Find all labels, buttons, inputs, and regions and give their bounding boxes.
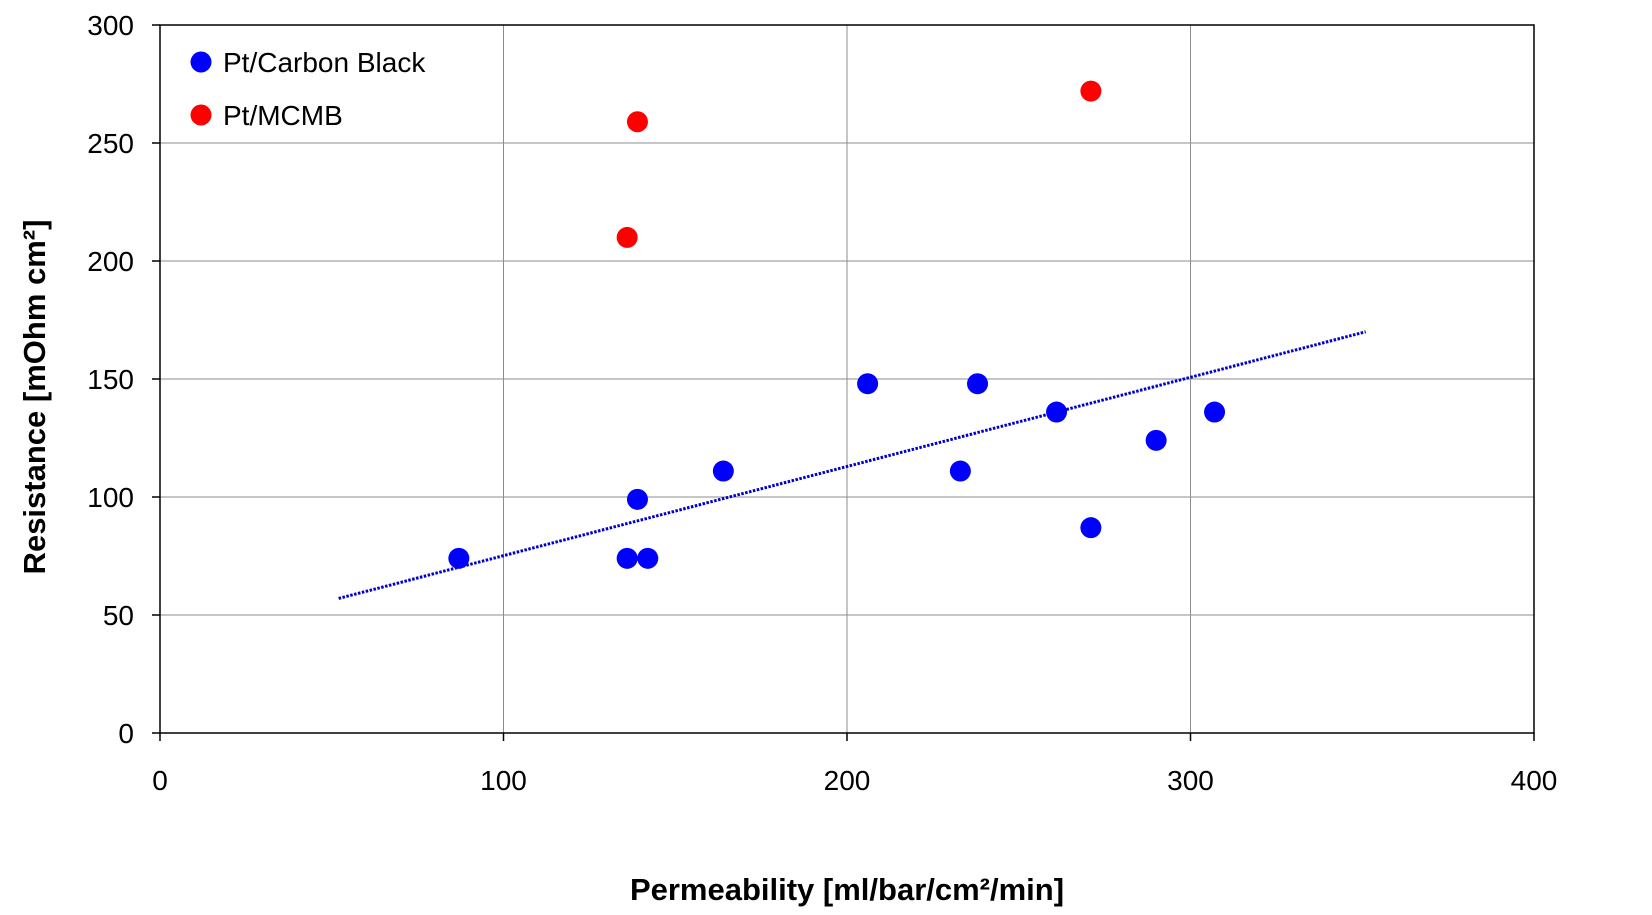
legend-label: Pt/MCMB [223, 100, 343, 131]
data-point [1046, 401, 1068, 423]
x-tick-label: 400 [1511, 765, 1558, 796]
y-tick-label: 50 [103, 600, 134, 631]
data-point [712, 460, 734, 482]
data-point [626, 111, 648, 133]
data-point [616, 547, 638, 569]
legend-marker [190, 51, 212, 73]
y-tick-label: 250 [87, 128, 134, 159]
y-tick-label: 300 [87, 10, 134, 41]
axis-ticks: 0 100 200 300 400 0 50 100 150 200 250 300 [87, 10, 1557, 796]
data-point [1145, 429, 1167, 451]
y-axis-title: Resistance [mOhm cm²] [17, 220, 52, 575]
data-point [1080, 80, 1102, 102]
data-point [857, 373, 879, 395]
series-1-points [616, 80, 1102, 248]
trendline [338, 330, 1367, 600]
legend-label: Pt/Carbon Black [223, 47, 426, 78]
data-point [616, 226, 638, 248]
series-0-points [448, 373, 1226, 569]
data-point [1080, 517, 1102, 539]
x-axis-title: Permeability [ml/bar/cm²/min] [630, 872, 1064, 907]
y-tick-label: 150 [87, 364, 134, 395]
x-tick-label: 100 [480, 765, 527, 796]
legend: Pt/Carbon Black Pt/MCMB [190, 47, 426, 131]
trendline-layer [338, 330, 1367, 600]
legend-marker [190, 104, 212, 126]
y-tick-label: 200 [87, 246, 134, 277]
data-point [949, 460, 971, 482]
data-point [626, 488, 648, 510]
grid-lines [160, 25, 1534, 733]
data-point [1204, 401, 1226, 423]
data-point [637, 547, 659, 569]
x-tick-label: 200 [824, 765, 871, 796]
y-tick-label: 0 [118, 718, 134, 749]
data-points [448, 80, 1226, 569]
x-tick-label: 0 [152, 765, 168, 796]
x-tick-label: 300 [1167, 765, 1214, 796]
data-point [967, 373, 989, 395]
y-tick-label: 100 [87, 482, 134, 513]
data-point [448, 547, 470, 569]
